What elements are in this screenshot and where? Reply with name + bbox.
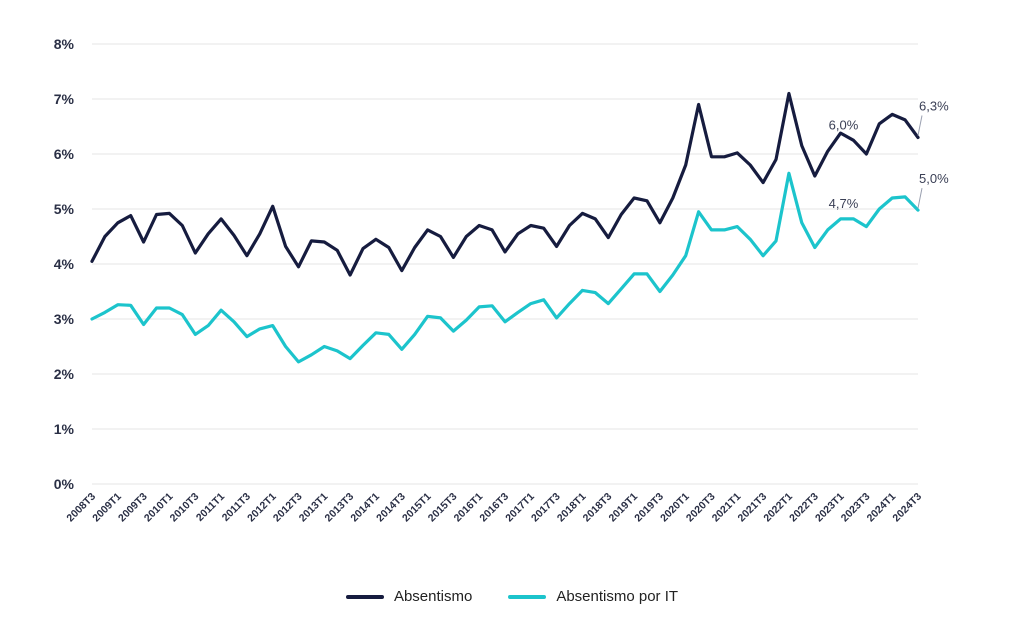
series-group bbox=[90, 91, 920, 364]
legend: Absentismo Absentismo por IT bbox=[0, 588, 1024, 605]
data-label: 6,0% bbox=[829, 117, 859, 132]
y-tick-label: 6% bbox=[54, 146, 75, 162]
legend-item-absentismo-it[interactable]: Absentismo por IT bbox=[508, 588, 678, 605]
y-tick-label: 8% bbox=[54, 36, 75, 52]
y-tick-label: 0% bbox=[54, 476, 75, 492]
series-line-absentismo bbox=[90, 91, 920, 277]
legend-swatch-absentismo bbox=[345, 594, 384, 599]
y-tick-label: 1% bbox=[54, 421, 75, 437]
legend-swatch-absentismo-it bbox=[508, 594, 547, 599]
y-axis: 0% 1% 2% 3% 4% 5% 6% 7% 8% bbox=[54, 36, 75, 492]
y-tick-label: 4% bbox=[54, 256, 75, 272]
x-axis: 2008T32009T12009T32010T12010T32011T12011… bbox=[64, 491, 924, 525]
y-tick-label: 7% bbox=[54, 91, 75, 107]
legend-label-absentismo-it: Absentismo por IT bbox=[556, 588, 679, 605]
series-line-absentismo-it bbox=[90, 171, 920, 364]
y-tick-label: 3% bbox=[54, 311, 75, 327]
annotations-group: 6,0% 6,3% 4,7% 5,0% bbox=[829, 99, 949, 211]
data-label: 4,7% bbox=[829, 196, 859, 211]
data-label: 6,3% bbox=[919, 99, 949, 114]
y-tick-label: 2% bbox=[54, 366, 75, 382]
legend-item-absentismo[interactable]: Absentismo bbox=[345, 588, 473, 605]
annotation-leader bbox=[917, 115, 923, 136]
data-label: 5,0% bbox=[919, 171, 949, 186]
annotation-leader bbox=[917, 188, 923, 209]
y-tick-label: 5% bbox=[54, 201, 75, 217]
x-tick-label: 2024T3 bbox=[890, 491, 924, 525]
legend-label-absentismo: Absentismo bbox=[393, 588, 473, 605]
